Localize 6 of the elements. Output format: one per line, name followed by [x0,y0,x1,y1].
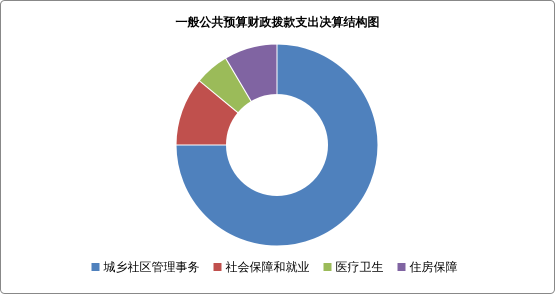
chart-title: 一般公共预算财政拨款支出决算结构图 [176,15,380,29]
legend-label: 医疗卫生 [336,260,384,274]
donut-slice [176,44,378,246]
legend-label: 社会保障和就业 [226,260,310,274]
legend-label: 城乡社区管理事务 [102,260,200,274]
legend-label: 住房保障 [408,260,458,274]
